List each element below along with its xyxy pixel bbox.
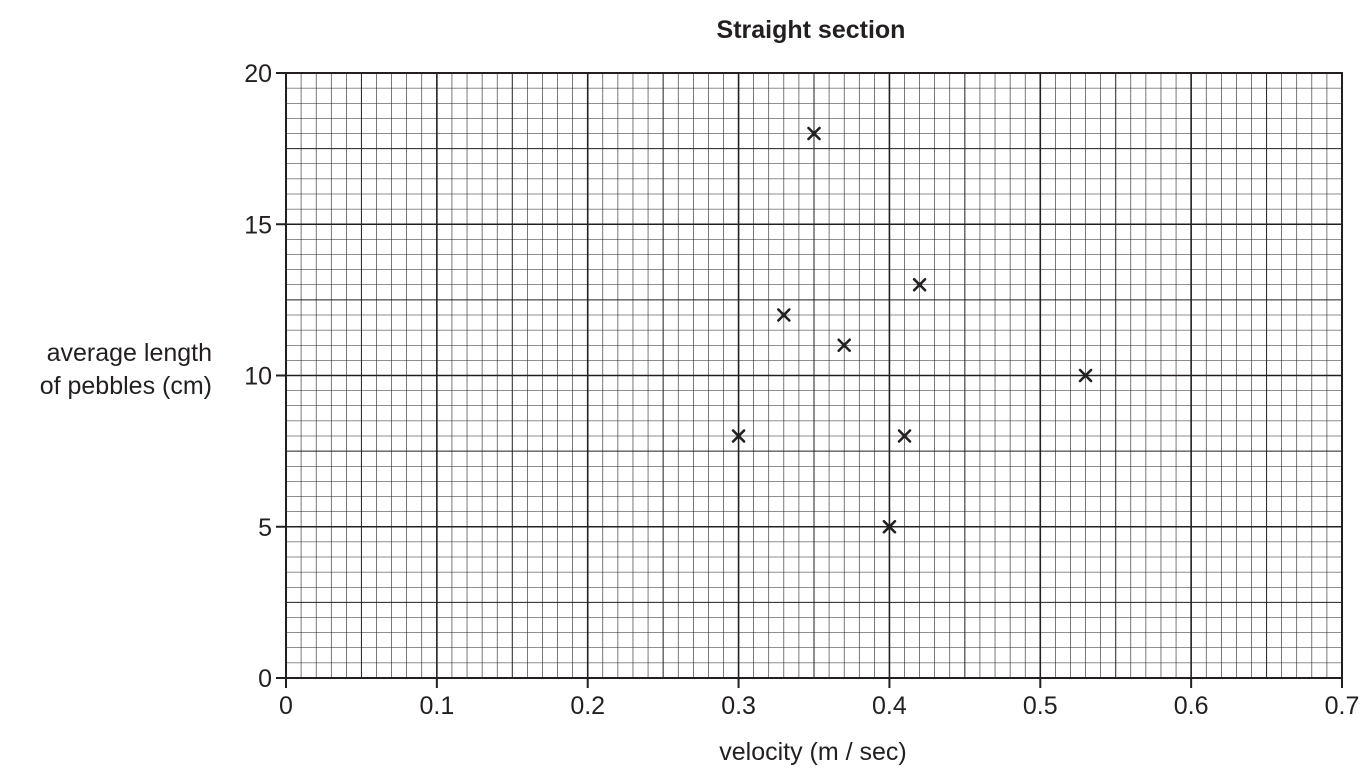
data-point xyxy=(731,429,746,443)
data-point xyxy=(1078,368,1093,383)
plot-grid xyxy=(285,72,1343,679)
y-axis-label-line-1: average length xyxy=(47,339,212,367)
x-tick-label: 0.5 xyxy=(1023,692,1058,720)
data-point xyxy=(882,519,897,534)
data-points xyxy=(731,126,1093,534)
x-tick-label: 0.3 xyxy=(721,692,756,720)
y-tick-label: 20 xyxy=(244,60,272,88)
x-tick-label: 0.1 xyxy=(419,692,454,720)
axis-ticks: 0 0.1 0.2 0.3 0.4 0.5 0.6 0.7 0 5 10 15 20 xyxy=(244,60,1359,720)
data-point xyxy=(912,277,927,292)
data-point xyxy=(777,308,791,322)
y-tick-label: 15 xyxy=(244,211,272,239)
y-axis-label-line-2: of pebbles (cm) xyxy=(40,372,212,400)
chart-title: Straight section xyxy=(717,16,906,44)
data-point xyxy=(897,429,912,443)
x-axis-label: velocity (m / sec) xyxy=(719,738,907,766)
y-tick-label: 0 xyxy=(258,665,272,693)
y-tick-label: 10 xyxy=(244,363,272,391)
x-tick-label: 0.7 xyxy=(1325,692,1360,720)
x-tick-label: 0.4 xyxy=(872,692,907,720)
data-point xyxy=(807,126,821,141)
x-tick-label: 0 xyxy=(279,692,293,720)
x-tick-label: 0.6 xyxy=(1174,692,1209,720)
data-point xyxy=(837,338,851,353)
x-tick-label: 0.2 xyxy=(570,692,605,720)
y-tick-label: 5 xyxy=(258,514,272,542)
